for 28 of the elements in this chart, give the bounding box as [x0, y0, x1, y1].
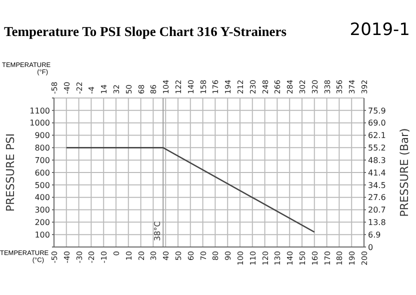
- y-tick-label: 600: [34, 168, 50, 178]
- y-axis-title: PRESSURE PSI: [4, 133, 17, 212]
- y2-tick-label: 75.9: [368, 106, 386, 116]
- y2-tick-label: 13.8: [368, 218, 386, 228]
- y-tick-label: 200: [34, 218, 50, 228]
- y-tick-label: 700: [34, 156, 50, 165]
- chart-title: Temperature To PSI Slope Chart 316 Y-Strainers: [4, 24, 287, 40]
- y2-tick-label: 6.9: [368, 230, 381, 240]
- y2-tick-label: 20.7: [368, 206, 386, 215]
- y2-axis-title: PRESSURE (Bar): [398, 128, 411, 217]
- y2-tick-label: 55.2: [368, 144, 386, 153]
- y2-tick-label: 48.3: [368, 156, 386, 165]
- y-tick-label: 900: [34, 131, 50, 140]
- y2-tick-label: 34.5: [368, 180, 386, 190]
- y2-tick-label: 41.4: [368, 168, 386, 178]
- y-tick-label: 400: [34, 193, 50, 202]
- y-tick-label: 100: [34, 230, 50, 240]
- y2-tick-label: 62.1: [368, 131, 386, 140]
- y2-tick-label: 0: [368, 242, 374, 252]
- y-tick-label: 300: [34, 206, 50, 215]
- y-tick-label: 800: [34, 144, 50, 153]
- y2-tick-label: 69.0: [368, 118, 386, 128]
- text: 2019-1: [350, 20, 410, 40]
- ref-line-label: 38°C: [153, 220, 162, 241]
- y-tick-label: 1000: [30, 118, 50, 128]
- y2-tick-label: 27.6: [368, 193, 386, 202]
- y-tick-label: 1100: [30, 106, 50, 116]
- y-tick-label: 500: [34, 180, 50, 190]
